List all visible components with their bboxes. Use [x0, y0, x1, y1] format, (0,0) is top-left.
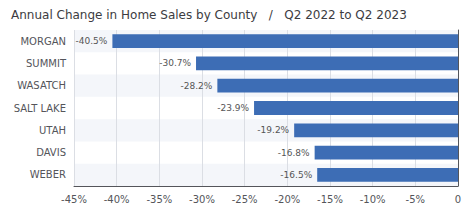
svg-text:SALT LAKE: SALT LAKE: [14, 103, 66, 114]
svg-text:MORGAN: MORGAN: [20, 36, 66, 47]
svg-text:-15%: -15%: [317, 194, 343, 205]
svg-text:-19.2%: -19.2%: [257, 125, 289, 135]
svg-text:Annual Change in Home Sales by: Annual Change in Home Sales by County / …: [11, 8, 407, 22]
svg-text:UTAH: UTAH: [39, 125, 66, 136]
svg-text:SUMMIT: SUMMIT: [26, 58, 67, 69]
svg-text:-25%: -25%: [232, 194, 258, 205]
svg-text:-28.2%: -28.2%: [181, 81, 213, 91]
svg-text:-40%: -40%: [104, 194, 130, 205]
svg-text:-30%: -30%: [189, 194, 215, 205]
svg-text:-35%: -35%: [146, 194, 172, 205]
svg-text:WASATCH: WASATCH: [17, 80, 66, 91]
svg-text:-16.8%: -16.8%: [278, 148, 310, 158]
svg-text:DAVIS: DAVIS: [36, 147, 66, 158]
svg-text:-40.5%: -40.5%: [76, 36, 108, 46]
svg-text:-5%: -5%: [406, 194, 425, 205]
svg-text:-10%: -10%: [360, 194, 386, 205]
svg-text:-16.5%: -16.5%: [280, 170, 312, 180]
svg-text:WEBER: WEBER: [30, 169, 66, 180]
svg-text:-20%: -20%: [274, 194, 300, 205]
svg-text:0: 0: [455, 194, 461, 205]
svg-text:-45%: -45%: [61, 194, 87, 205]
svg-text:-23.9%: -23.9%: [217, 103, 249, 113]
svg-text:-30.7%: -30.7%: [159, 58, 191, 68]
